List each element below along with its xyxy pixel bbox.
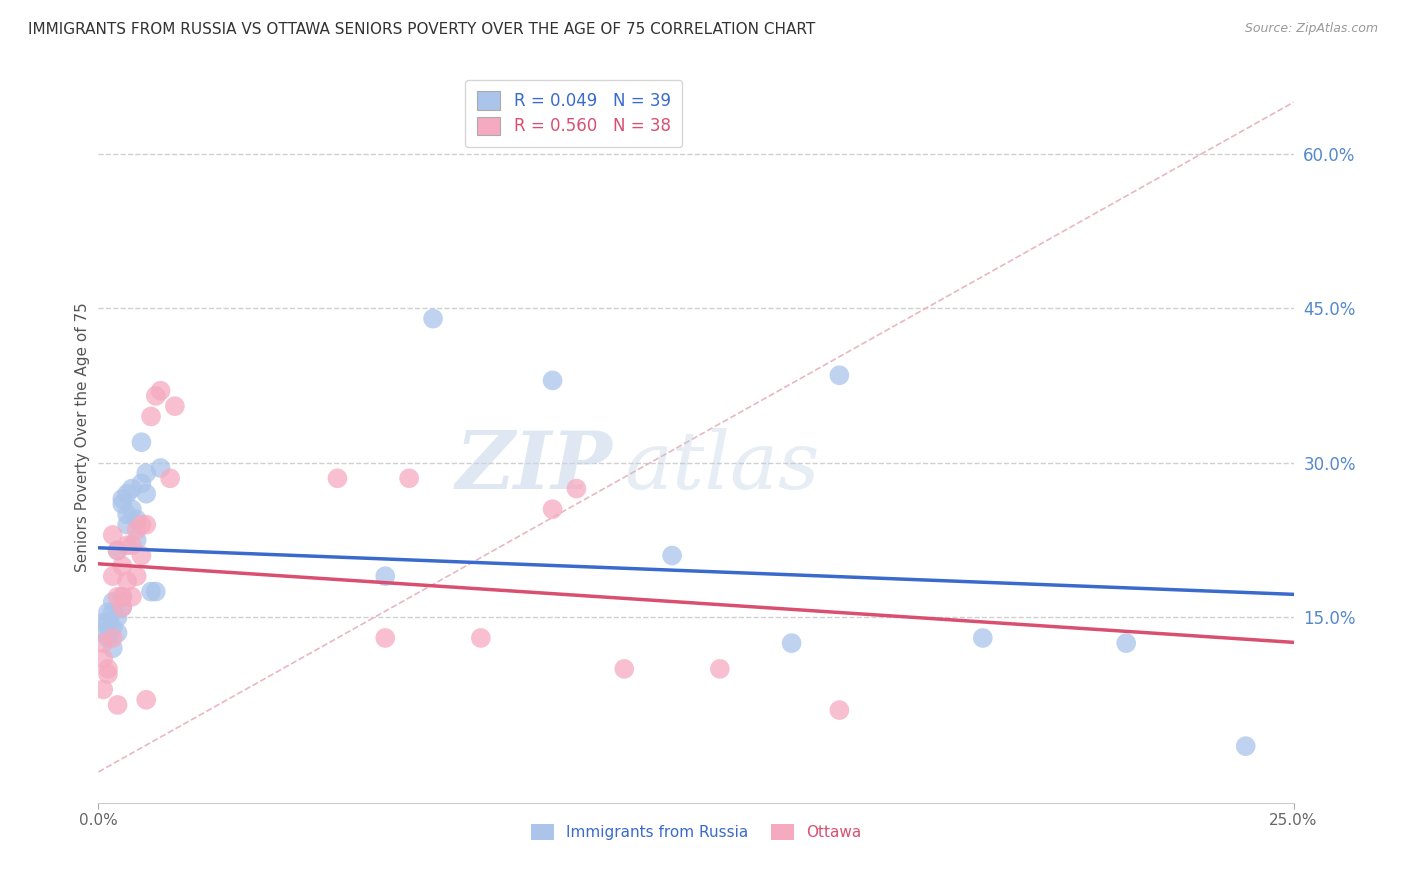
Legend: Immigrants from Russia, Ottawa: Immigrants from Russia, Ottawa: [524, 817, 868, 847]
Point: [121, 482, 143, 496]
Text: IMMIGRANTS FROM RUSSIA VS OTTAWA SENIORS POVERTY OVER THE AGE OF 75 CORRELATION : IMMIGRANTS FROM RUSSIA VS OTTAWA SENIORS…: [28, 22, 815, 37]
Point: [115, 538, 138, 552]
Point: [107, 543, 129, 558]
Point: [125, 533, 148, 547]
Point: [97, 667, 120, 681]
Point: [131, 517, 153, 532]
Text: Source: ZipAtlas.com: Source: ZipAtlas.com: [1244, 22, 1378, 36]
Point: [398, 471, 420, 485]
Point: [374, 631, 396, 645]
Point: [1115, 636, 1137, 650]
Point: [135, 466, 157, 480]
Point: [101, 569, 124, 583]
Point: [661, 549, 683, 563]
Point: [107, 625, 129, 640]
Point: [326, 471, 349, 485]
Point: [565, 482, 588, 496]
Point: [91, 651, 114, 665]
Point: [101, 528, 124, 542]
Point: [111, 590, 134, 604]
Point: [149, 461, 172, 475]
Point: [101, 641, 124, 656]
Point: [541, 502, 564, 516]
Point: [145, 584, 167, 599]
Point: [121, 502, 143, 516]
Point: [107, 698, 129, 712]
Point: [115, 487, 138, 501]
Point: [131, 476, 153, 491]
Point: [374, 569, 396, 583]
Point: [1234, 739, 1257, 753]
Point: [125, 569, 148, 583]
Point: [159, 471, 181, 485]
Point: [541, 373, 564, 387]
Point: [828, 703, 851, 717]
Text: ZIP: ZIP: [456, 427, 613, 505]
Point: [107, 543, 129, 558]
Point: [131, 549, 153, 563]
Point: [709, 662, 731, 676]
Point: [613, 662, 636, 676]
Point: [91, 625, 114, 640]
Point: [101, 595, 124, 609]
Point: [828, 368, 851, 383]
Point: [91, 615, 114, 630]
Point: [101, 621, 124, 635]
Point: [135, 517, 157, 532]
Point: [107, 590, 129, 604]
Point: [139, 409, 162, 424]
Point: [125, 512, 148, 526]
Point: [163, 399, 186, 413]
Point: [97, 605, 120, 619]
Point: [111, 497, 134, 511]
Point: [97, 662, 120, 676]
Point: [111, 558, 134, 573]
Point: [149, 384, 172, 398]
Point: [135, 487, 157, 501]
Point: [111, 491, 134, 506]
Point: [111, 600, 134, 615]
Point: [111, 590, 134, 604]
Point: [131, 435, 153, 450]
Point: [125, 523, 148, 537]
Point: [115, 517, 138, 532]
Point: [135, 693, 157, 707]
Point: [91, 636, 114, 650]
Point: [97, 631, 120, 645]
Text: atlas: atlas: [624, 427, 820, 505]
Point: [91, 682, 114, 697]
Point: [115, 574, 138, 589]
Point: [972, 631, 994, 645]
Point: [101, 631, 124, 645]
Point: [145, 389, 167, 403]
Point: [97, 615, 120, 630]
Point: [121, 590, 143, 604]
Point: [780, 636, 803, 650]
Point: [111, 600, 134, 615]
Point: [101, 605, 124, 619]
Point: [121, 538, 143, 552]
Point: [422, 311, 444, 326]
Point: [470, 631, 492, 645]
Point: [139, 584, 162, 599]
Y-axis label: Seniors Poverty Over the Age of 75: Seniors Poverty Over the Age of 75: [75, 302, 90, 572]
Point: [115, 508, 138, 522]
Point: [107, 610, 129, 624]
